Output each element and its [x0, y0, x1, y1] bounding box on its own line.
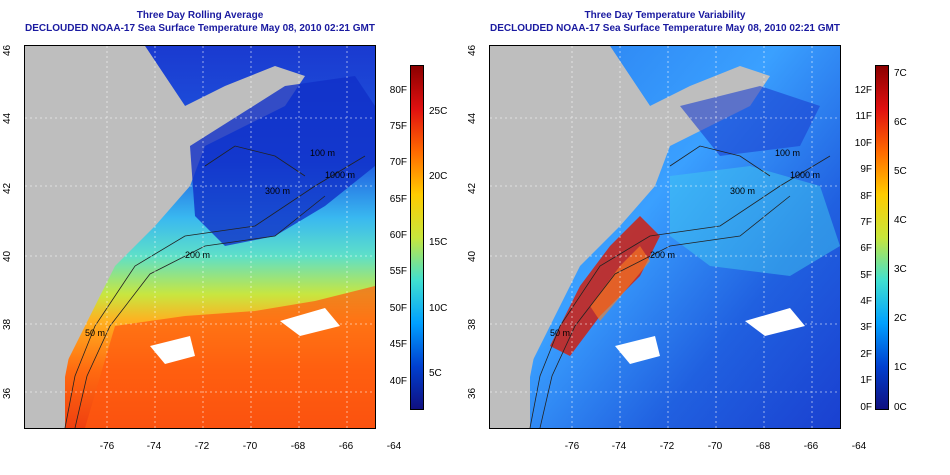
colorbar-tick-f: 80F [389, 85, 407, 96]
colorbar-tick-c: 6C [894, 117, 907, 128]
lon-tick: -66 [338, 441, 354, 452]
colorbar-tick-f: 60F [389, 230, 407, 241]
colorbar-tick-c: 15C [429, 237, 448, 248]
lat-tick: 46 [467, 44, 478, 56]
colorbar-tick-c: 5C [894, 166, 907, 177]
contour-label: 300 m [265, 186, 290, 196]
sst-variability-panel: Three Day Temperature Variability DECLOU… [465, 0, 940, 475]
colorbar-tick-c: 5C [429, 368, 442, 379]
colorbar-tick-f: 7F [860, 217, 872, 228]
colorbar-tick-f: 0F [860, 402, 872, 413]
lat-tick: 42 [467, 182, 478, 194]
contour-label: 1000 m [325, 170, 355, 180]
lat-tick: 40 [2, 250, 13, 262]
lat-tick: 36 [467, 387, 478, 399]
panel-subtitle: DECLOUDED NOAA-17 Sea Surface Temperatur… [25, 23, 375, 34]
lon-tick: -68 [755, 441, 771, 452]
lon-tick: -76 [564, 441, 580, 452]
colorbar-tick-f: 12F [854, 85, 872, 96]
lon-tick: -66 [803, 441, 819, 452]
sst-average-panel: Three Day Rolling Average DECLOUDED NOAA… [2, 10, 448, 452]
lon-tick: -76 [99, 441, 115, 452]
colorbar-tick-c: 0C [894, 402, 907, 413]
lon-tick: -72 [194, 441, 210, 452]
contour-label: 50 m [85, 328, 105, 338]
lat-tick: 44 [467, 112, 478, 124]
colorbar-tick-f: 8F [860, 191, 872, 202]
colorbar-tick-f: 50F [389, 303, 407, 314]
lat-tick: 38 [2, 318, 13, 330]
contour-label: 300 m [730, 186, 755, 196]
lon-tick: -74 [611, 441, 627, 452]
contour-label: 50 m [550, 328, 570, 338]
contour-label: 100 m [775, 148, 800, 158]
lat-tick: 46 [2, 44, 13, 56]
colorbar-tick-f: 6F [860, 243, 872, 254]
colorbar-tick-f: 2F [860, 349, 872, 360]
colorbar-tick-f: 10F [854, 138, 872, 149]
lat-tick: 44 [2, 112, 13, 124]
temperature-colorbar [410, 65, 424, 410]
lon-tick: -68 [290, 441, 306, 452]
contour-label: 200 m [185, 250, 210, 260]
colorbar-tick-c: 2C [894, 313, 907, 324]
colorbar-tick-c: 4C [894, 215, 907, 226]
lon-tick: -64 [386, 441, 402, 452]
panel-title: Three Day Rolling Average [136, 10, 264, 21]
panel-subtitle: DECLOUDED NOAA-17 Sea Surface Temperatur… [490, 23, 840, 34]
colorbar-tick-c: 1C [894, 362, 907, 373]
colorbar-tick-c: 3C [894, 264, 907, 275]
variability-colorbar [875, 65, 889, 410]
colorbar-tick-f: 9F [860, 164, 872, 175]
lon-tick: -70 [707, 441, 723, 452]
sst-variability-map: 50 m 200 m 300 m 1000 m 100 m [489, 45, 841, 429]
colorbar-tick-f: 70F [389, 157, 407, 168]
colorbar-tick-f: 3F [860, 322, 872, 333]
colorbar-tick-f: 4F [860, 296, 872, 307]
sst-average-map: 50 m 200 m 300 m 1000 m 100 m [24, 45, 376, 429]
colorbar-tick-f: 65F [389, 194, 407, 205]
colorbar-tick-f: 75F [389, 121, 407, 132]
lon-tick: -70 [242, 441, 258, 452]
contour-label: 1000 m [790, 170, 820, 180]
lon-tick: -72 [659, 441, 675, 452]
colorbar-tick-f: 1F [860, 375, 872, 386]
colorbar-tick-c: 25C [429, 106, 448, 117]
lat-tick: 38 [467, 318, 478, 330]
colorbar-tick-f: 5F [860, 270, 872, 281]
colorbar-tick-f: 11F [855, 111, 873, 122]
contour-label: 100 m [310, 148, 335, 158]
colorbar-tick-f: 45F [389, 339, 407, 350]
colorbar-tick-f: 40F [389, 376, 407, 387]
contour-label: 200 m [650, 250, 675, 260]
lat-tick: 40 [467, 250, 478, 262]
panel-title: Three Day Temperature Variability [584, 10, 746, 21]
lat-tick: 42 [2, 182, 13, 194]
colorbar-tick-c: 10C [429, 303, 448, 314]
colorbar-tick-c: 7C [894, 68, 907, 79]
colorbar-tick-f: 55F [389, 266, 407, 277]
colorbar-tick-c: 20C [429, 171, 448, 182]
lat-tick: 36 [2, 387, 13, 399]
lon-tick: -74 [146, 441, 162, 452]
lon-tick: -64 [851, 441, 867, 452]
